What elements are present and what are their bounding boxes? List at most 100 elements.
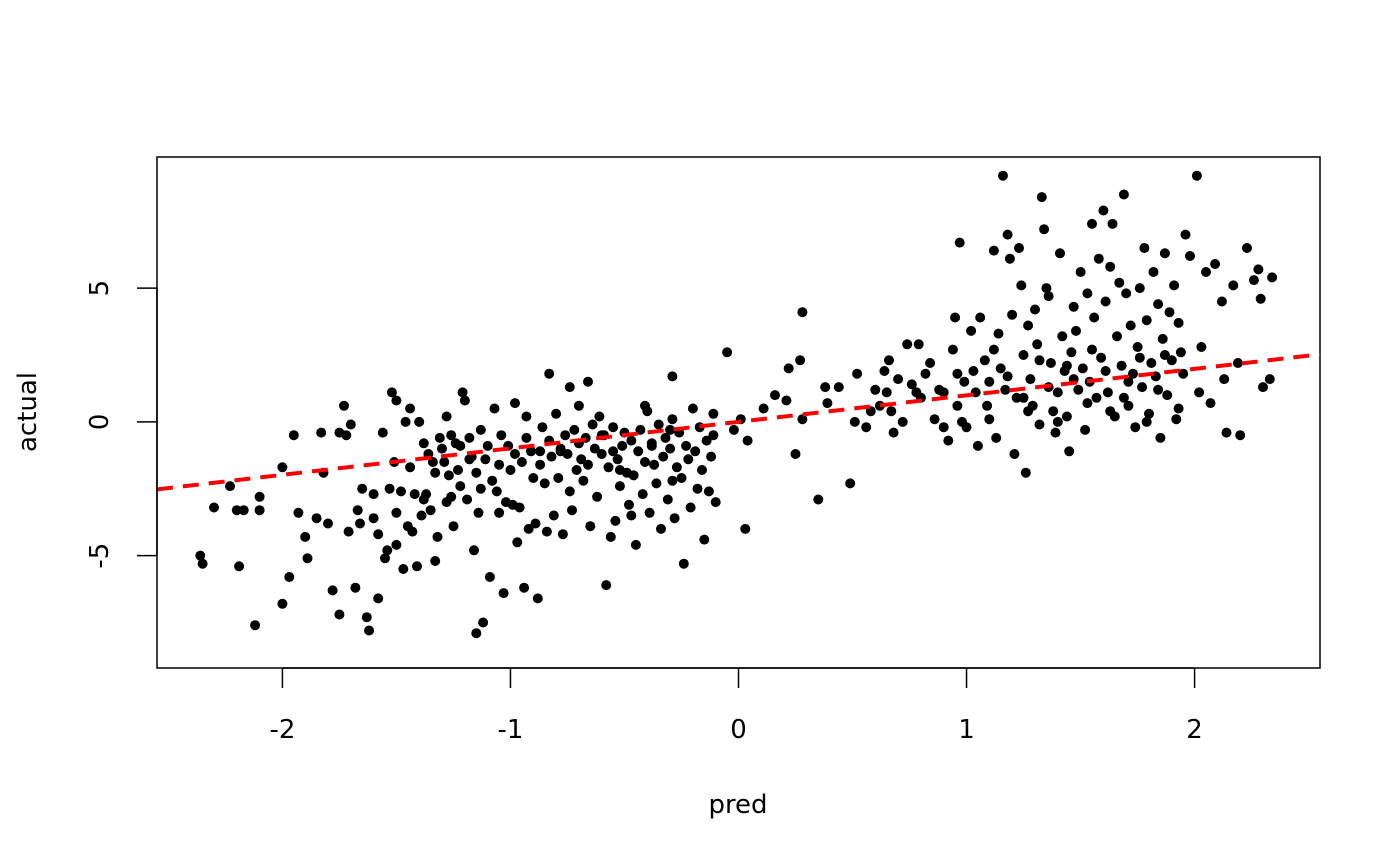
data-point [635, 424, 646, 435]
data-point [681, 440, 692, 451]
data-point [998, 170, 1008, 181]
data-point [412, 561, 422, 572]
data-point [1255, 293, 1266, 304]
data-point [1100, 366, 1111, 376]
data-point [505, 465, 516, 475]
data-point [906, 379, 917, 390]
data-point [1057, 331, 1068, 342]
data-point [633, 446, 644, 457]
data-point [1052, 416, 1063, 427]
data-point [822, 398, 833, 409]
data-point [1034, 419, 1045, 430]
data-point [1175, 347, 1186, 358]
data-point [560, 430, 571, 441]
data-point [516, 457, 527, 467]
data-point [364, 625, 375, 636]
data-point [671, 462, 682, 473]
data-point [1016, 280, 1027, 291]
data-point [197, 558, 208, 569]
data-point [603, 462, 614, 473]
data-point [610, 515, 621, 526]
data-point [1134, 352, 1145, 363]
x-axis-label: pred [708, 790, 767, 820]
data-point [250, 620, 261, 631]
data-point [879, 366, 890, 376]
data-point [728, 424, 739, 435]
data-point [1071, 325, 1081, 336]
data-point [667, 414, 678, 425]
data-point [384, 483, 395, 494]
data-point [1264, 374, 1275, 385]
data-point [954, 237, 965, 248]
data-point [1032, 339, 1043, 350]
data-point [1235, 430, 1246, 441]
data-point [475, 483, 486, 494]
data-point [1173, 403, 1184, 414]
data-point [578, 475, 589, 486]
data-point [480, 454, 491, 465]
data-point [1210, 259, 1221, 269]
data-point [462, 494, 473, 505]
data-point [1098, 205, 1109, 216]
data-point [1020, 467, 1031, 478]
data-point [469, 545, 479, 556]
data-point [355, 518, 365, 529]
data-point [669, 513, 680, 524]
data-point [653, 419, 664, 430]
data-point [475, 424, 486, 435]
data-point [1125, 320, 1136, 331]
data-point [1061, 360, 1072, 371]
data-point [1093, 253, 1104, 264]
data-point [1153, 384, 1164, 395]
data-point [1267, 272, 1278, 283]
data-point [571, 465, 582, 475]
data-point [888, 427, 899, 438]
data-point [551, 408, 562, 419]
data-point [1064, 446, 1075, 457]
data-point [489, 403, 500, 414]
data-point [1002, 229, 1013, 240]
data-point [1128, 368, 1138, 379]
data-point [1025, 374, 1036, 385]
data-point [380, 553, 390, 564]
data-point [231, 505, 242, 516]
data-point [886, 406, 897, 417]
data-point [795, 355, 806, 366]
data-point [612, 454, 623, 465]
data-point [1007, 309, 1018, 320]
data-point [968, 366, 979, 376]
points-layer [195, 170, 1278, 639]
data-point [1087, 344, 1097, 355]
data-point [1169, 280, 1180, 291]
data-point [377, 427, 388, 438]
data-point [594, 411, 605, 422]
data-point [938, 422, 949, 433]
data-point [345, 419, 356, 430]
data-point [1159, 350, 1170, 360]
data-point [373, 529, 384, 540]
data-point [667, 475, 678, 486]
data-point [703, 486, 714, 497]
data-point [1141, 416, 1152, 427]
y-axis-label: actual [13, 372, 43, 452]
data-point [352, 505, 363, 516]
data-point [311, 513, 322, 524]
data-point [284, 572, 295, 582]
data-point [1132, 342, 1143, 352]
data-point [1205, 398, 1216, 409]
data-point [494, 507, 505, 518]
x-axis: -2 -1 0 1 2 [269, 667, 1203, 745]
data-point [409, 489, 420, 500]
data-point [991, 432, 1002, 443]
data-point [1000, 384, 1011, 395]
data-point [897, 416, 908, 427]
data-point [1077, 363, 1088, 374]
data-point [195, 550, 206, 561]
data-point [614, 465, 625, 475]
data-point [421, 489, 432, 500]
data-point [523, 523, 534, 534]
data-point [530, 518, 541, 529]
data-point [617, 440, 628, 451]
data-point [548, 510, 559, 521]
data-point [323, 518, 333, 529]
